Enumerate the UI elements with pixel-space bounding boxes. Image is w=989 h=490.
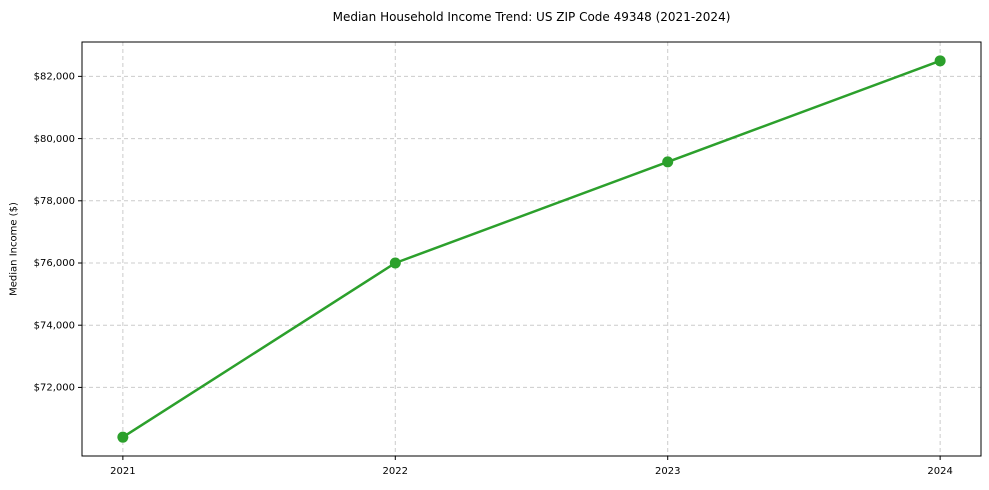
data-point-2021 <box>117 431 129 443</box>
x-tick-label: 2023 <box>655 466 680 477</box>
data-point-2024 <box>934 55 946 67</box>
y-tick-label: $78,000 <box>34 196 75 207</box>
x-tick-label: 2021 <box>110 466 135 477</box>
y-tick-label: $76,000 <box>34 258 75 269</box>
axes-border <box>81 41 982 457</box>
data-point-2022 <box>389 257 401 269</box>
x-tick-label: 2024 <box>927 466 952 477</box>
trend-line <box>121 59 942 439</box>
y-tick-label: $74,000 <box>34 320 75 331</box>
y-tick-label: $72,000 <box>34 383 75 394</box>
data-point-2023 <box>662 156 674 168</box>
chart-title: Median Household Income Trend: US ZIP Co… <box>332 10 731 24</box>
y-tick-label: $80,000 <box>34 134 75 145</box>
x-tick-label: 2022 <box>383 466 408 477</box>
y-tick-label: $82,000 <box>34 72 75 83</box>
